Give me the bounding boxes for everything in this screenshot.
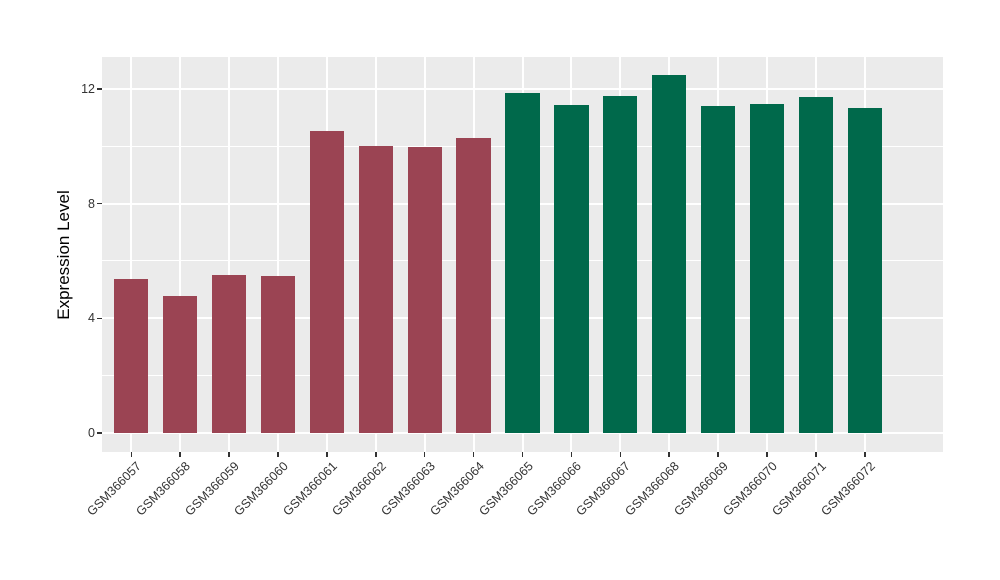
x-tick-label-GSM366072: GSM366072 [818, 459, 878, 519]
x-tick-mark-GSM366061 [326, 452, 328, 457]
bar-GSM366069 [700, 105, 736, 433]
x-tick-label-GSM366057: GSM366057 [84, 459, 145, 519]
gridline-x-GSM366057 [130, 57, 133, 452]
x-tick-label-GSM366066: GSM366066 [524, 459, 585, 519]
bar-GSM366072 [847, 107, 882, 433]
x-tick-mark-GSM366062 [375, 452, 377, 457]
x-tick-label-GSM366061: GSM366061 [280, 459, 340, 519]
bar-GSM366065 [505, 92, 540, 433]
x-tick-mark-GSM366066 [570, 452, 573, 457]
x-tick-label-GSM366068: GSM366068 [622, 459, 683, 519]
x-tick-label-GSM366064: GSM366064 [426, 459, 487, 519]
bar-GSM366059 [212, 275, 247, 433]
x-tick-label-GSM366069: GSM366069 [671, 459, 731, 519]
x-tick-mark-GSM366064 [472, 452, 475, 457]
y-tick-label-12: 12 [81, 81, 95, 96]
x-tick-label-GSM366070: GSM366070 [720, 459, 780, 519]
x-tick-mark-GSM366063 [423, 452, 426, 457]
bar-GSM366058 [163, 295, 198, 433]
y-tick-mark-4 [97, 317, 102, 320]
x-tick-mark-GSM366058 [179, 452, 181, 457]
y-tick-label-4: 4 [88, 311, 95, 326]
x-tick-mark-GSM366071 [815, 452, 817, 457]
x-tick-label-GSM366059: GSM366059 [182, 459, 243, 519]
x-tick-label-GSM366065: GSM366065 [475, 459, 536, 519]
plot-panel [102, 57, 943, 452]
bar-GSM366068 [652, 74, 687, 433]
x-tick-mark-GSM366070 [766, 452, 768, 457]
bar-GSM366057 [114, 279, 149, 433]
y-tick-mark-8 [97, 202, 102, 205]
y-tick-mark-0 [97, 432, 102, 434]
bar-GSM366060 [260, 275, 296, 433]
x-tick-mark-GSM366057 [130, 452, 133, 457]
x-tick-mark-GSM366060 [277, 452, 279, 457]
x-tick-mark-GSM366069 [717, 452, 719, 457]
bar-GSM366071 [798, 96, 833, 433]
bar-GSM366067 [603, 95, 638, 433]
x-tick-label-GSM366062: GSM366062 [329, 459, 389, 519]
x-tick-mark-GSM366072 [864, 452, 866, 457]
y-tick-label-0: 0 [88, 426, 95, 440]
x-tick-label-GSM366067: GSM366067 [573, 459, 634, 519]
gridline-x-GSM366059 [228, 57, 231, 452]
bar-GSM366061 [309, 130, 345, 433]
x-tick-mark-GSM366067 [619, 452, 622, 457]
bar-GSM366066 [554, 105, 589, 433]
bar-GSM366064 [456, 137, 491, 433]
gridline-x-GSM366060 [277, 57, 280, 452]
x-tick-label-GSM366071: GSM366071 [769, 459, 829, 519]
x-tick-mark-GSM366068 [668, 452, 670, 457]
x-tick-label-GSM366063: GSM366063 [378, 459, 438, 519]
bar-GSM366062 [358, 146, 393, 433]
x-tick-label-GSM366060: GSM366060 [231, 459, 291, 519]
bar-GSM366063 [407, 147, 442, 433]
y-tick-mark-12 [97, 88, 102, 90]
bar-GSM366070 [749, 104, 785, 433]
x-tick-mark-GSM366059 [228, 452, 230, 457]
y-tick-label-8: 8 [88, 196, 95, 211]
x-tick-label-GSM366058: GSM366058 [133, 459, 194, 519]
gridline-x-GSM366058 [179, 57, 182, 452]
x-tick-mark-GSM366065 [521, 452, 524, 457]
